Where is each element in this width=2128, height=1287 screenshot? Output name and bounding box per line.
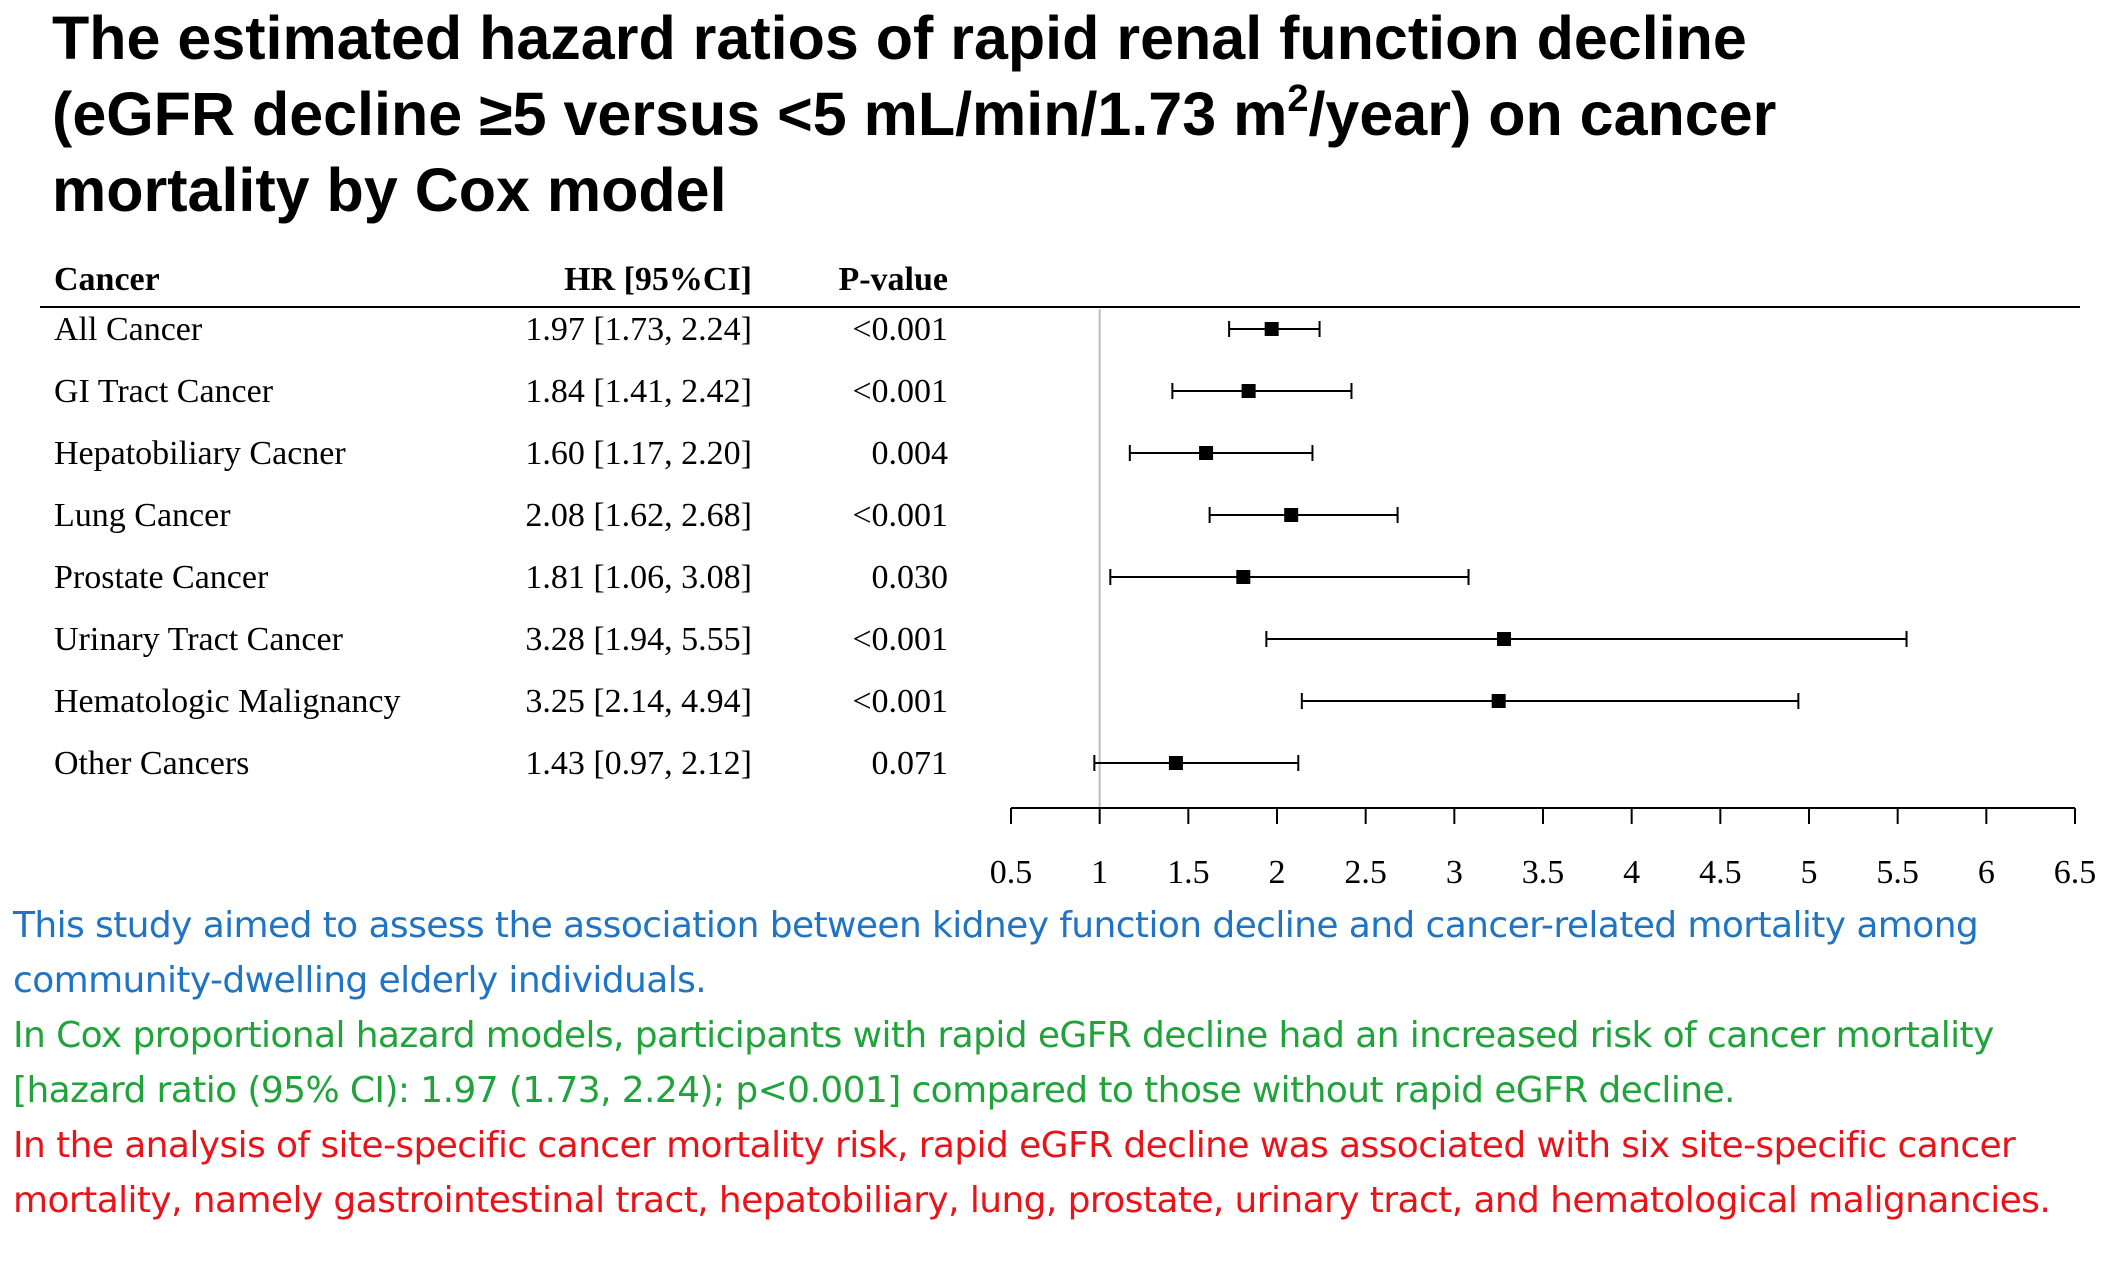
title-line-3: mortality by Cox model [52,156,727,224]
x-tick-label: 5 [1801,854,1818,891]
x-tick-label: 0.5 [990,854,1033,891]
x-tick-label: 4 [1623,854,1640,891]
forest-plot: Cancer HR [95%CI] P-value All Cancer 1.97 [1… [40,261,2097,891]
title-line-2-main: (eGFR decline ≥5 versus <5 mL/min/1.73 m [52,80,1288,148]
header-hr-ci: HR [95%CI] [564,261,752,298]
row-hr-ci: 3.28 [1.94, 5.55] [525,621,752,658]
hr-point [1284,508,1299,522]
row-p-value: <0.001 [852,311,948,348]
x-tick-label: 2 [1269,854,1286,891]
row-label: Hepatobiliary Cacner [54,435,346,472]
row-p-value: <0.001 [852,683,948,720]
x-tick-label: 4.5 [1699,854,1742,891]
title-line-2: (eGFR decline ≥5 versus <5 mL/min/1.73 m… [52,76,2112,152]
title-line-1: The estimated hazard ratios of rapid ren… [52,4,1747,72]
chart-title: The estimated hazard ratios of rapid ren… [52,0,2112,228]
row-p-value: 0.004 [872,435,949,472]
x-tick-label: 1 [1091,854,1108,891]
row-label: Other Cancers [54,745,249,782]
forest-table: Cancer HR [95%CI] P-value All Cancer 1.97 [1… [40,261,2080,782]
x-tick-label: 5.5 [1876,854,1919,891]
hr-point [1496,632,1511,646]
header-p-value: P-value [838,261,948,298]
forest-plot-area: 0.5 1 1.5 2 2.5 3 3.5 4 4.5 5 5.5 6 6.5 [990,309,2097,891]
main-result-text: In Cox proportional hazard models, parti… [13,1015,1994,1111]
hr-point [1168,756,1183,770]
x-tick-label: 1.5 [1167,854,1210,891]
hr-point [1491,694,1506,708]
row-hr-ci: 3.25 [2.14, 4.94] [525,683,752,720]
study-aim-text: This study aimed to assess the associati… [13,905,1979,1001]
row-p-value: <0.001 [852,497,948,534]
hr-point [1264,322,1279,336]
hr-point [1241,384,1256,398]
title-line-2-end: /year) on cancer [1308,80,1777,148]
x-tick-label: 6 [1978,854,1995,891]
hr-point [1236,570,1251,584]
findings-text: This study aimed to assess the associati… [13,898,2123,1228]
row-p-value: <0.001 [852,373,948,410]
row-p-value: 0.071 [872,745,949,782]
title-superscript: 2 [1287,78,1309,120]
row-label: All Cancer [54,311,203,348]
row-hr-ci: 1.81 [1.06, 3.08] [525,559,752,596]
row-p-value: <0.001 [852,621,948,658]
row-label: Lung Cancer [54,497,231,534]
site-specific-result-text: In the analysis of site-specific cancer … [13,1125,2051,1221]
row-hr-ci: 2.08 [1.62, 2.68] [525,497,752,534]
hr-point [1199,446,1214,460]
row-label: GI Tract Cancer [54,373,274,410]
x-tick-label: 3 [1446,854,1463,891]
row-p-value: 0.030 [872,559,949,596]
row-label: Urinary Tract Cancer [54,621,344,658]
x-tick-label: 3.5 [1522,854,1565,891]
row-label: Prostate Cancer [54,559,269,596]
row-hr-ci: 1.60 [1.17, 2.20] [525,435,752,472]
header-cancer: Cancer [54,261,160,298]
x-tick-label: 2.5 [1344,854,1387,891]
row-hr-ci: 1.43 [0.97, 2.12] [525,745,752,782]
row-hr-ci: 1.97 [1.73, 2.24] [525,311,752,348]
row-hr-ci: 1.84 [1.41, 2.42] [525,373,752,410]
row-label: Hematologic Malignancy [54,683,401,720]
x-tick-label: 6.5 [2054,854,2097,891]
